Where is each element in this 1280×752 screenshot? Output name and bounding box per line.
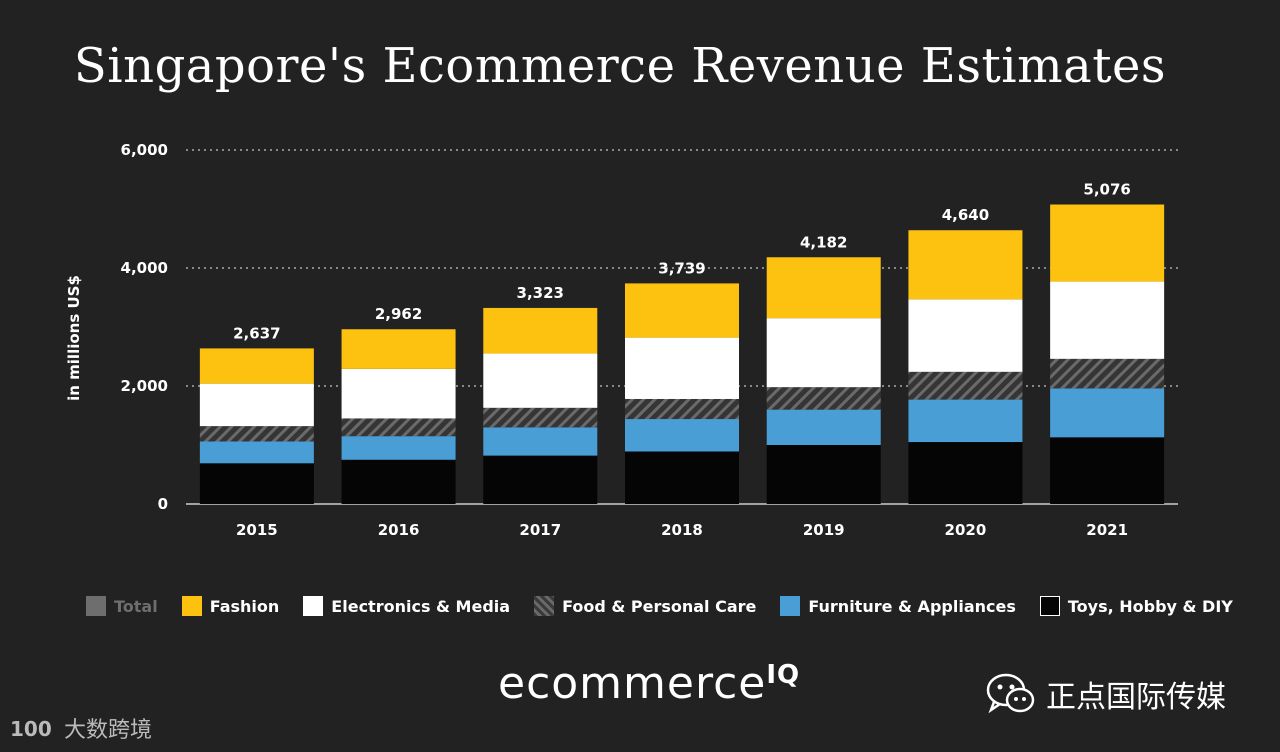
total-label-2020: 4,640: [942, 206, 989, 224]
bar-segment-fashion-2015: [199, 348, 314, 384]
legend-label-furniture: Furniture & Appliances: [808, 596, 1016, 616]
bar-segment-food-2016: [341, 418, 456, 437]
bar-segment-toys-2019: [766, 445, 881, 504]
bar-segment-food-2020: [908, 371, 1023, 400]
x-tick-label-2020: 2020: [945, 521, 987, 539]
brand-name: ecommerce: [498, 658, 767, 709]
x-tick-label-2017: 2017: [519, 521, 561, 539]
legend-swatch-food: [534, 596, 555, 616]
hundred-logo-text: 100: [10, 717, 52, 741]
y-tick-label: 6,000: [121, 141, 168, 159]
bar-segment-toys-2018: [625, 451, 739, 504]
y-tick-label: 0: [158, 495, 168, 513]
bar-segment-fashion-2021: [1050, 204, 1165, 282]
watermark-left: 100 大数跨境: [10, 712, 152, 744]
hundred-logo-icon: 100: [10, 717, 52, 741]
bar-segment-electronics-2019: [766, 318, 881, 388]
bar-segment-fashion-2016: [341, 329, 456, 369]
legend-item-total: Total: [86, 596, 158, 616]
total-label-2021: 5,076: [1083, 181, 1130, 199]
bar-segment-furniture-2017: [483, 427, 598, 456]
legend-item-fashion: Fashion: [181, 596, 280, 616]
legend-item-furniture: Furniture & Appliances: [780, 596, 1016, 616]
brand-suffix: IQ: [766, 660, 801, 690]
bar-segment-furniture-2016: [341, 436, 456, 460]
wechat-icon: [986, 673, 1035, 714]
watermark-right: 正点国际传媒: [986, 672, 1226, 716]
x-tick-label-2016: 2016: [378, 521, 420, 539]
x-tick-label-2019: 2019: [803, 521, 845, 539]
chart-title: Singapore's Ecommerce Revenue Estimates: [73, 38, 1167, 94]
chart-legend: Total Fashion Electronics & Media Food &…: [86, 594, 1246, 618]
total-label-2017: 3,323: [517, 284, 564, 302]
brand-logo: ecommerceIQ: [498, 658, 800, 709]
bar-segment-food-2015: [199, 426, 314, 442]
bar-segment-electronics-2017: [483, 353, 598, 408]
x-tick-label-2021: 2021: [1086, 521, 1128, 539]
bar-segment-furniture-2021: [1050, 388, 1165, 438]
legend-swatch-total: [86, 596, 106, 616]
bar-segment-electronics-2021: [1050, 281, 1165, 359]
legend-label-electronics: Electronics & Media: [331, 596, 511, 616]
bar-segment-electronics-2018: [625, 337, 739, 399]
bar-segment-food-2018: [625, 398, 739, 420]
bar-segment-food-2019: [766, 387, 881, 410]
bar-segment-fashion-2017: [483, 307, 598, 354]
legend-label-total: Total: [114, 596, 158, 616]
total-label-2018: 3,739: [658, 259, 705, 277]
watermark-right-text: 正点国际传媒: [1046, 680, 1226, 715]
bar-segment-fashion-2019: [766, 257, 881, 319]
y-tick-label: 2,000: [121, 377, 168, 395]
bar-segment-toys-2021: [1050, 437, 1165, 504]
bar-segment-furniture-2018: [625, 419, 739, 452]
bar-segment-toys-2015: [199, 463, 314, 504]
bar-segment-furniture-2019: [766, 409, 881, 445]
legend-item-electronics: Electronics & Media: [303, 596, 510, 616]
bar-segment-furniture-2020: [908, 399, 1023, 443]
legend-item-food: Food & Personal Care: [534, 596, 756, 616]
bar-segment-electronics-2015: [199, 383, 314, 427]
legend-swatch-toys: [1039, 596, 1060, 616]
total-label-2016: 2,962: [375, 305, 422, 323]
x-tick-label-2018: 2018: [661, 521, 703, 539]
total-label-2015: 2,637: [233, 324, 280, 342]
x-tick-label-2015: 2015: [236, 521, 278, 539]
watermark-left-text: 大数跨境: [64, 718, 153, 743]
bar-segment-toys-2016: [341, 459, 456, 504]
bar-segment-toys-2020: [908, 442, 1023, 504]
bar-segment-electronics-2016: [341, 368, 456, 419]
bar-segment-electronics-2020: [908, 299, 1023, 372]
bar-segment-fashion-2020: [908, 230, 1023, 300]
bar-segment-toys-2017: [483, 455, 598, 504]
legend-swatch-fashion: [181, 596, 202, 616]
legend-swatch-furniture: [780, 596, 801, 616]
bar-segment-furniture-2015: [199, 441, 314, 464]
bar-segment-fashion-2018: [625, 283, 739, 338]
y-tick-label: 4,000: [121, 259, 168, 277]
legend-swatch-electronics: [303, 596, 324, 616]
bar-segment-food-2021: [1050, 358, 1165, 389]
total-label-2019: 4,182: [800, 233, 847, 251]
y-axis-label: in millions US$: [65, 275, 83, 401]
legend-item-toys: Toys, Hobby & DIY: [1039, 596, 1233, 616]
legend-label-toys: Toys, Hobby & DIY: [1067, 596, 1233, 616]
legend-label-food: Food & Personal Care: [562, 596, 757, 616]
bar-segment-food-2017: [483, 407, 598, 428]
legend-label-fashion: Fashion: [209, 596, 280, 616]
